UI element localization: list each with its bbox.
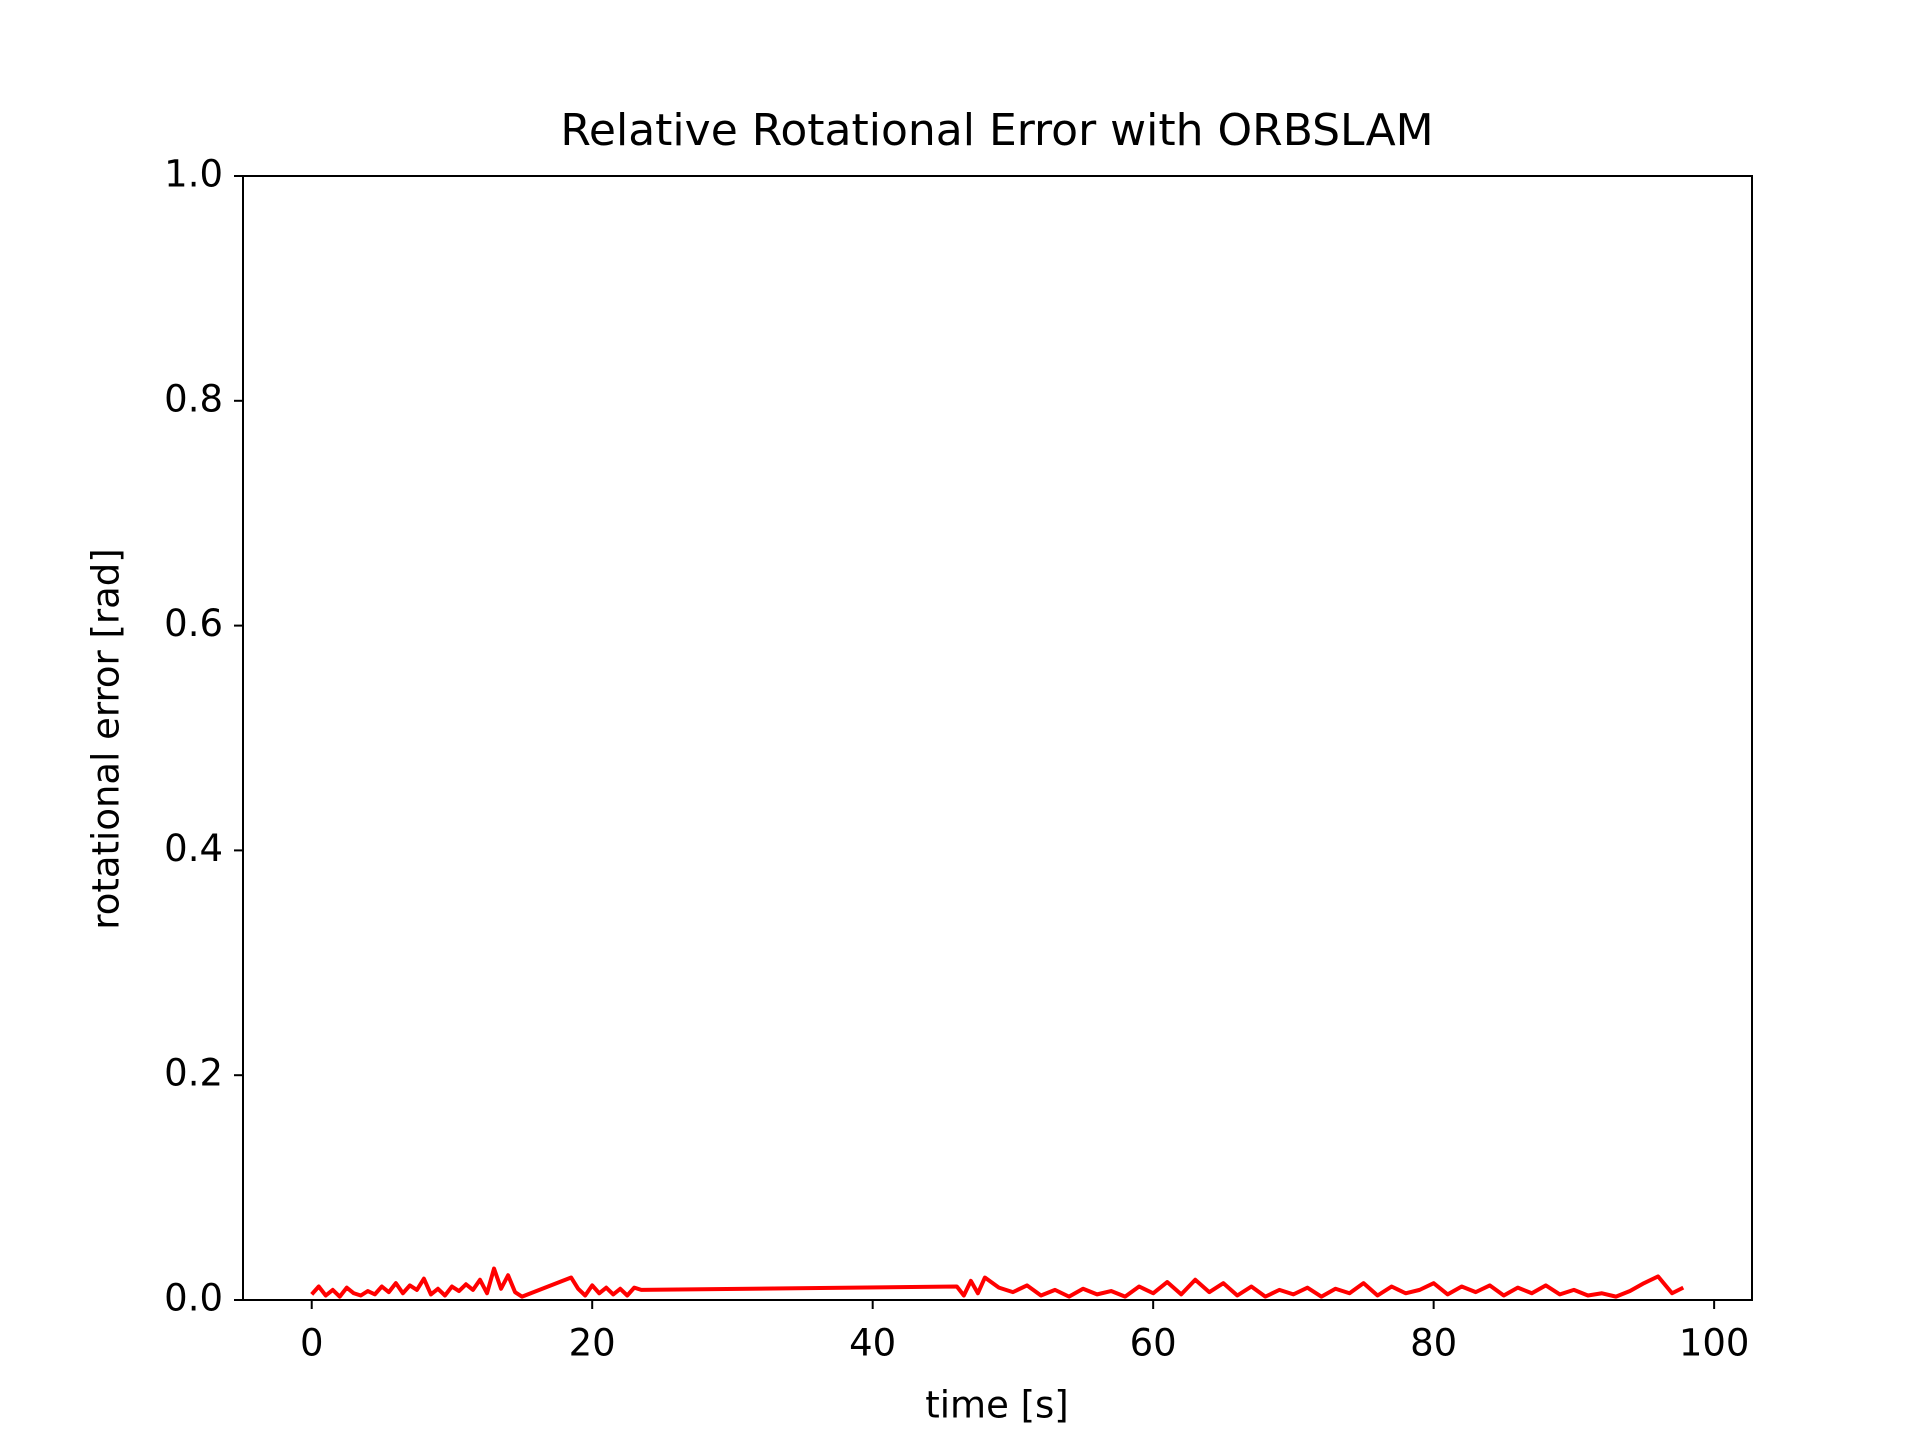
y-axis-label: rotational error [rad] — [85, 548, 128, 929]
y-tick-label: 0.4 — [164, 827, 223, 870]
x-axis-label: time [s] — [925, 1384, 1069, 1427]
y-tick-label: 0.2 — [164, 1052, 223, 1095]
y-tick-label: 0.8 — [164, 377, 223, 420]
y-tick-label: 1.0 — [164, 153, 223, 196]
x-tick-label: 100 — [1679, 1322, 1750, 1365]
y-tick-label: 0.6 — [164, 602, 223, 645]
x-tick-label: 40 — [849, 1322, 896, 1365]
x-tick-label: 20 — [569, 1322, 616, 1365]
plot-frame — [242, 175, 1753, 1301]
x-tick-label: 0 — [300, 1322, 324, 1365]
chart-title: Relative Rotational Error with ORBSLAM — [560, 105, 1433, 156]
data-line — [310, 1266, 1685, 1299]
x-tick-label: 60 — [1130, 1322, 1177, 1365]
y-tick-label: 0.0 — [164, 1277, 223, 1320]
x-tick-label: 80 — [1410, 1322, 1457, 1365]
